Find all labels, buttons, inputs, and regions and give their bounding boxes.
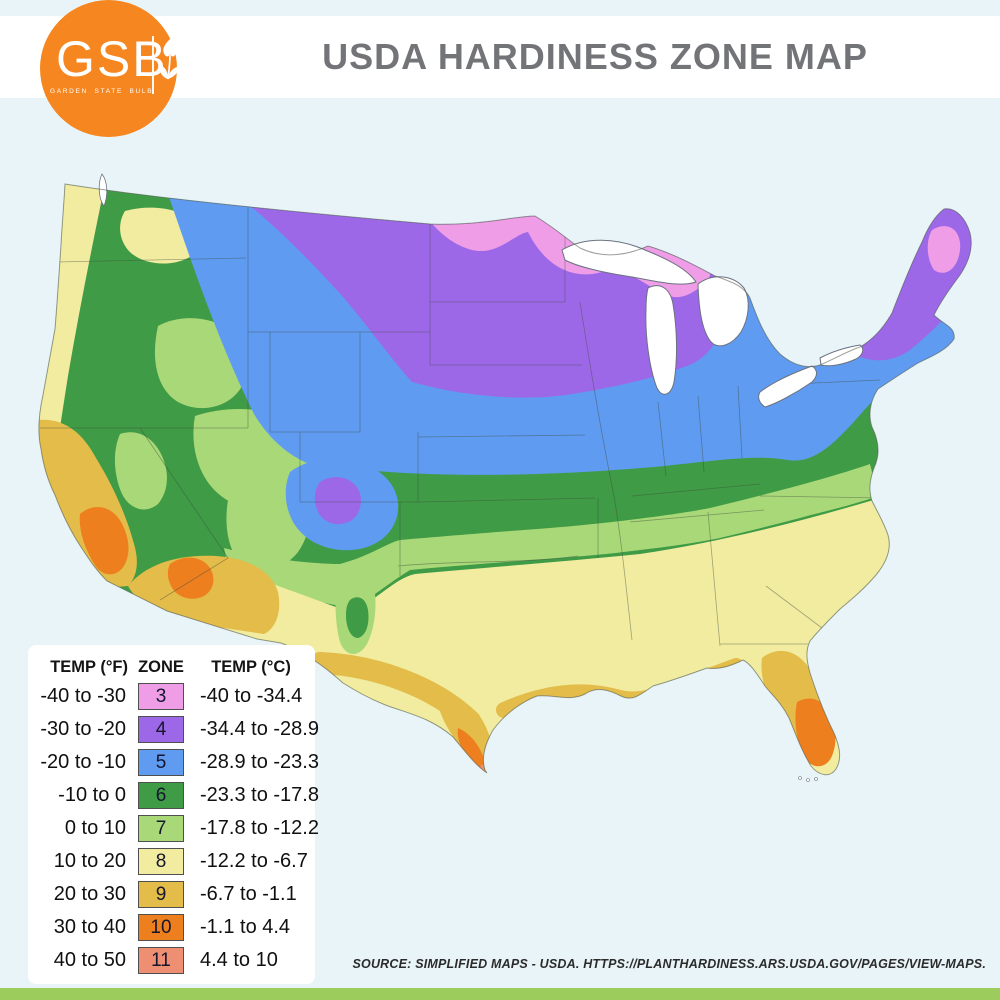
legend-row: 0 to 10 7 -17.8 to -12.2 xyxy=(28,812,319,845)
page-title: USDA HARDINESS ZONE MAP xyxy=(322,36,868,77)
gsb-logo: GSB GARDEN STATE BULB xyxy=(40,0,181,137)
florida-keys xyxy=(806,778,810,782)
lake-michigan xyxy=(645,285,678,395)
lake-superior xyxy=(561,239,697,285)
logo-abbr: GSB xyxy=(56,31,168,87)
temp-c-value: -12.2 to -6.7 xyxy=(200,850,308,872)
zone9-texas-gulf-coast xyxy=(309,652,495,775)
zone-swatch: 5 xyxy=(138,749,184,776)
zone10-socal-coast xyxy=(79,507,129,575)
florida-keys xyxy=(798,776,802,780)
tulip-icon xyxy=(159,39,181,80)
source-attribution: SOURCE: SIMPLIFIED MAPS - USDA. HTTPS://… xyxy=(352,957,986,971)
temp-c-value: -34.4 to -28.9 xyxy=(200,718,319,740)
legend-col-zone: ZONE xyxy=(138,657,184,676)
lake-huron xyxy=(697,276,749,347)
temp-f-value: -20 to -10 xyxy=(40,751,126,773)
usda-zone-map xyxy=(20,166,990,956)
legend-col-temp-f: TEMP (°F) xyxy=(50,657,128,676)
legend-panel: TEMP (°F) ZONE TEMP (°C) -40 to -30 3 -40 … xyxy=(28,645,319,984)
zone-swatch-cell: 9 xyxy=(130,881,192,908)
legend-row: -40 to -30 3 -40 to -34.4 xyxy=(28,680,315,713)
us-outline xyxy=(38,183,972,776)
legend-rows: -40 to -30 3 -40 to -34.4 -30 to -20 4 -34.4 … xyxy=(28,680,319,977)
temp-c-value: 4.4 to 10 xyxy=(200,949,278,971)
temp-c-value: -6.7 to -1.1 xyxy=(200,883,297,905)
temp-f-value: 20 to 30 xyxy=(53,883,126,905)
zone8-pacific-coast xyxy=(38,184,110,492)
temp-f-value: 10 to 20 xyxy=(53,850,126,872)
zone-swatch-cell: 6 xyxy=(130,782,192,809)
zone-swatch: 11 xyxy=(138,947,184,974)
legend-row: -20 to -10 5 -28.9 to -23.3 xyxy=(28,746,319,779)
zone4-colorado xyxy=(314,477,361,525)
temp-f-value: -30 to -20 xyxy=(40,718,126,740)
temp-c-value: -40 to -34.4 xyxy=(200,685,303,707)
zone-swatch: 8 xyxy=(138,848,184,875)
legend-row: 40 to 50 11 4.4 to 10 xyxy=(28,944,315,977)
legend-row: 10 to 20 8 -12.2 to -6.7 xyxy=(28,845,315,878)
bottom-bar xyxy=(0,988,1000,1000)
zone-swatch-cell: 11 xyxy=(130,947,192,974)
zone-swatch: 9 xyxy=(138,881,184,908)
temp-c-value: -1.1 to 4.4 xyxy=(200,916,291,938)
legend-row: -30 to -20 4 -34.4 to -28.9 xyxy=(28,713,319,746)
zone-swatch: 10 xyxy=(138,914,184,941)
temp-c-value: -28.9 to -23.3 xyxy=(200,751,319,773)
state-borders xyxy=(40,196,885,647)
legend-row: 20 to 30 9 -6.7 to -1.1 xyxy=(28,878,315,911)
zone7-sierra xyxy=(114,432,167,510)
temp-c-value: -23.3 to -17.8 xyxy=(200,784,319,806)
legend-header: TEMP (°F) ZONE TEMP (°C) xyxy=(28,654,315,680)
zone-swatch-cell: 5 xyxy=(130,749,192,776)
zone6-new-mexico-mountains xyxy=(346,597,369,638)
zone3-maine xyxy=(927,226,961,273)
zone6-new-england-coast xyxy=(905,358,972,411)
zone-swatch: 7 xyxy=(138,815,184,842)
lake-erie xyxy=(758,365,817,408)
zone7-band xyxy=(224,464,878,608)
zone-swatch-cell: 8 xyxy=(130,848,192,875)
florida-keys xyxy=(814,777,818,781)
zone-swatch-cell: 4 xyxy=(130,716,192,743)
temp-f-value: -10 to 0 xyxy=(58,784,126,806)
legend-row: 30 to 40 10 -1.1 to 4.4 xyxy=(28,911,315,944)
temp-c-value: -17.8 to -12.2 xyxy=(200,817,319,839)
zone10-phoenix xyxy=(167,557,214,599)
logo-name: GARDEN STATE BULB xyxy=(50,88,154,95)
zone-swatch: 3 xyxy=(138,683,184,710)
zone-swatch: 6 xyxy=(138,782,184,809)
temp-f-value: 0 to 10 xyxy=(64,817,126,839)
zone-swatch-cell: 7 xyxy=(130,815,192,842)
temp-f-value: 40 to 50 xyxy=(53,949,126,971)
zone10-south-texas-tip xyxy=(457,728,486,771)
legend-row: -10 to 0 6 -23.3 to -17.8 xyxy=(28,779,319,812)
us-map-svg xyxy=(38,173,972,782)
logo-divider xyxy=(152,36,154,94)
zone-swatch: 4 xyxy=(138,716,184,743)
zone-swatch-cell: 10 xyxy=(130,914,192,941)
temp-f-value: 30 to 40 xyxy=(53,916,126,938)
legend-col-temp-c: TEMP (°C) xyxy=(211,657,291,676)
zone-swatch-cell: 3 xyxy=(130,683,192,710)
zone10-south-florida xyxy=(795,698,836,767)
temp-f-value: -40 to -30 xyxy=(40,685,126,707)
